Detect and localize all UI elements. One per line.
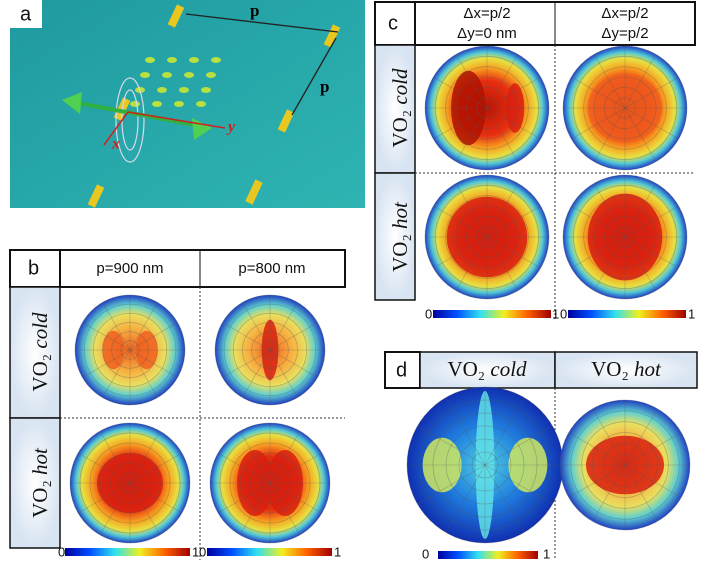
colorbar-max: 1 — [543, 546, 550, 561]
colorbar-min: 0 — [425, 306, 432, 321]
row-label: VO₂ cold — [388, 68, 412, 148]
axis-label: x — [111, 136, 120, 153]
colorbar-min: 0 — [58, 544, 65, 559]
axis-label: y — [226, 119, 236, 136]
polar-plot — [563, 175, 687, 299]
panel-label: d — [396, 359, 407, 381]
colorbar-min: 0 — [422, 546, 429, 561]
column-header: p=800 nm — [238, 260, 305, 277]
column-header: Δx=p/2 — [601, 5, 648, 22]
polar-plot — [407, 387, 563, 543]
polar-plot — [560, 400, 690, 530]
colorbar-max: 1 — [552, 306, 559, 321]
colorbar — [568, 310, 686, 318]
colorbar — [65, 548, 190, 556]
polar-plot — [210, 423, 330, 543]
polar-plot — [425, 175, 549, 299]
polar-plot — [70, 423, 190, 543]
column-header: Δy=p/2 — [601, 25, 648, 42]
polar-plot — [563, 46, 687, 170]
colorbar-max: 1 — [688, 306, 695, 321]
period-label: p — [250, 1, 259, 20]
colorbar-min: 0 — [199, 544, 206, 559]
panel-a: a p p x y — [10, 0, 365, 208]
colorbar-min: 0 — [560, 306, 567, 321]
figure: a p p x y b p=900 nm p=800 nm VO₂ cold V… — [0, 0, 701, 573]
period-label: p — [320, 77, 329, 96]
panel-label: a — [20, 3, 32, 25]
polar-plot — [75, 295, 185, 405]
colorbar — [207, 548, 332, 556]
polar-plot — [215, 295, 325, 405]
row-label: VO₂ cold — [28, 312, 52, 392]
column-header: p=900 nm — [96, 260, 163, 277]
row-label: VO₂ hot — [28, 447, 52, 518]
schematic-background — [10, 0, 365, 208]
column-header: VO₂ cold — [447, 357, 527, 381]
column-header: Δx=p/2 — [463, 5, 510, 22]
column-header: Δy=0 nm — [457, 25, 517, 42]
colorbar — [433, 310, 551, 318]
panel-label: b — [28, 257, 39, 279]
colorbar — [438, 551, 538, 559]
polar-plot — [425, 46, 549, 170]
row-label: VO₂ hot — [388, 201, 412, 272]
column-header: VO₂ hot — [591, 357, 662, 381]
colorbar-max: 1 — [334, 544, 341, 559]
panel-label: c — [388, 12, 398, 34]
